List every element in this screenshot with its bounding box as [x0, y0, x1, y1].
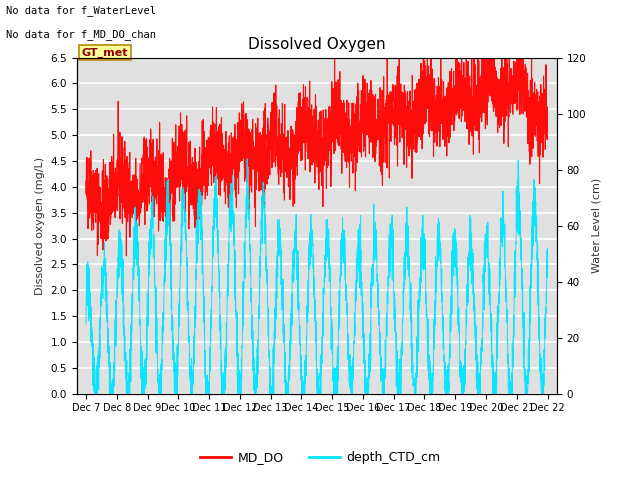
Text: No data for f_WaterLevel: No data for f_WaterLevel [6, 5, 156, 16]
Y-axis label: Dissolved oxygen (mg/L): Dissolved oxygen (mg/L) [35, 156, 45, 295]
Text: No data for f_MD_DO_chan: No data for f_MD_DO_chan [6, 29, 156, 40]
Text: GT_met: GT_met [82, 48, 128, 58]
Title: Dissolved Oxygen: Dissolved Oxygen [248, 37, 386, 52]
Y-axis label: Water Level (cm): Water Level (cm) [592, 178, 602, 273]
Legend: MD_DO, depth_CTD_cm: MD_DO, depth_CTD_cm [195, 446, 445, 469]
